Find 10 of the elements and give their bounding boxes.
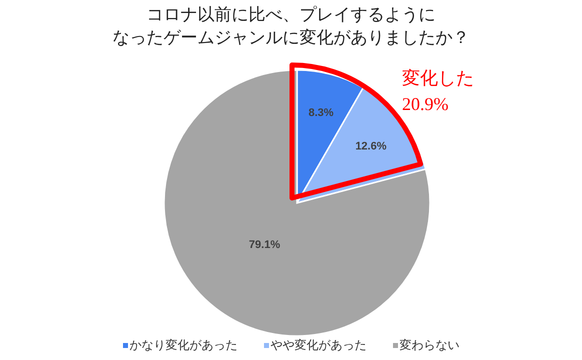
legend-label: かなり変化があった	[130, 337, 238, 354]
legend-label: 変わらない	[400, 337, 460, 354]
data-label: 8.3%	[308, 107, 334, 120]
text: 20.9%	[402, 94, 448, 115]
chart-subtitle: なったゲームジャンルに変化がありましたか？	[112, 27, 470, 50]
legend-label: やや変化があった	[270, 337, 366, 354]
chart-title: コロナ以前に比べ、プレイするように	[146, 4, 436, 27]
data-label: 79.1%	[248, 239, 280, 252]
text: 変化した	[402, 67, 474, 90]
data-label: 12.6%	[355, 140, 387, 152]
